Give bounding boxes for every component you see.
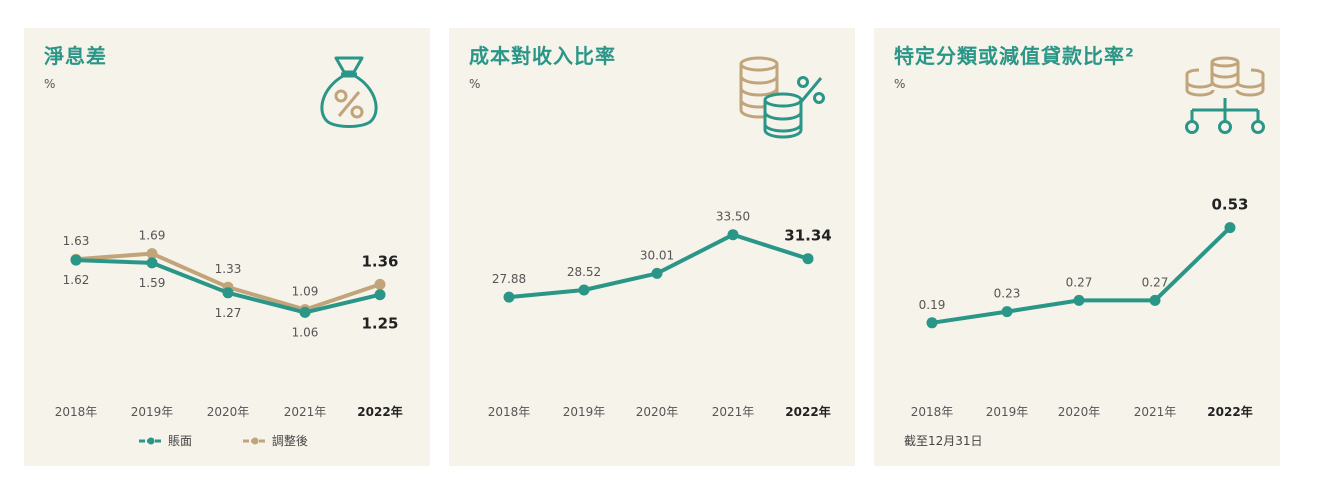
x-tick-label: 2021年 bbox=[712, 405, 755, 419]
data-point bbox=[222, 287, 234, 299]
nim-line-chart: 2018年 2019年 2020年 2021年 2022年 1.62 1.59 1.27 1.0… bbox=[55, 229, 403, 419]
data-label: 31.34 bbox=[784, 227, 831, 245]
x-tick-label: 2020年 bbox=[207, 405, 250, 419]
panel-title: 特定分類或減值貸款比率² bbox=[894, 44, 1135, 68]
x-tick-label: 2018年 bbox=[55, 405, 98, 419]
x-tick-label: 2022年 bbox=[785, 404, 830, 419]
data-point bbox=[651, 267, 663, 279]
data-label: 0.19 bbox=[919, 298, 946, 312]
x-tick-label: 2021年 bbox=[1134, 405, 1177, 419]
x-tick-label: 2018年 bbox=[488, 405, 531, 419]
x-tick-label: 2020年 bbox=[636, 405, 679, 419]
legend-label: 賬面 bbox=[168, 434, 193, 448]
legend-item-adjusted: 調整後 bbox=[242, 432, 308, 449]
legend: 賬面 調整後 bbox=[138, 432, 354, 449]
data-label: 1.27 bbox=[215, 306, 242, 320]
data-point bbox=[70, 254, 82, 266]
coin-stack-network-icon bbox=[1185, 56, 1265, 134]
x-tick-label: 2019年 bbox=[986, 405, 1029, 419]
legend-label: 調整後 bbox=[271, 434, 308, 448]
data-point bbox=[578, 284, 590, 296]
footnote: 截至12月31日 bbox=[904, 434, 983, 448]
panel-title: 淨息差 bbox=[44, 44, 107, 68]
x-tick-label: 2019年 bbox=[563, 405, 606, 419]
cost-income-line-chart: 2018年 2019年 2020年 2021年 2022年 27.88 28.52 30.01… bbox=[488, 210, 832, 419]
net-interest-margin-panel: 淨息差 % 2018年 2019年 2020年 2021年 2022年 1.62 1.59 1… bbox=[24, 28, 430, 466]
data-label: 1.59 bbox=[139, 276, 166, 290]
data-label: 1.25 bbox=[361, 315, 398, 333]
data-label: 1.69 bbox=[139, 229, 166, 243]
money-bag-percent-icon bbox=[320, 56, 378, 128]
data-label: 0.27 bbox=[1142, 275, 1169, 289]
x-tick-label: 2019年 bbox=[131, 405, 174, 419]
data-label: 1.62 bbox=[63, 273, 90, 287]
coin-stack-percent-icon bbox=[739, 56, 825, 139]
data-point bbox=[926, 317, 938, 329]
data-label: 1.36 bbox=[361, 252, 398, 270]
legend-item-reported: 賬面 bbox=[138, 432, 192, 449]
data-point bbox=[802, 253, 814, 265]
data-label: 1.06 bbox=[292, 325, 319, 339]
x-tick-label: 2020年 bbox=[1058, 405, 1101, 419]
x-tick-label: 2021年 bbox=[284, 405, 327, 419]
x-tick-label: 2022年 bbox=[357, 404, 402, 419]
data-point bbox=[727, 229, 739, 241]
data-label: 33.50 bbox=[716, 210, 750, 224]
data-point bbox=[1073, 294, 1085, 306]
data-label: 27.88 bbox=[492, 272, 526, 286]
teal-line-swatch-icon bbox=[139, 437, 163, 444]
data-point bbox=[503, 291, 515, 303]
impaired-loans-ratio-panel: 特定分類或減值貸款比率² % 2018年 2019年 2020年 2021年 2022年… bbox=[874, 28, 1280, 466]
data-point bbox=[1149, 294, 1161, 306]
series-line bbox=[508, 232, 809, 300]
data-label: 28.52 bbox=[567, 265, 601, 279]
impaired-loans-line-chart: 2018年 2019年 2020年 2021年 2022年 0.19 0.23 0.27 0.2… bbox=[911, 196, 1253, 419]
cost-income-ratio-panel: 成本對收入比率 % 2018年 2019年 2020年 2021年 2022年 27.88… bbox=[449, 28, 855, 466]
data-label: 1.63 bbox=[63, 234, 90, 248]
data-point bbox=[1224, 222, 1236, 234]
data-label: 0.23 bbox=[994, 287, 1021, 301]
data-point bbox=[374, 278, 386, 290]
x-tick-label: 2018年 bbox=[911, 405, 954, 419]
data-point bbox=[374, 289, 386, 301]
data-label: 1.33 bbox=[215, 262, 242, 276]
data-label: 1.09 bbox=[292, 285, 319, 299]
unit-label: % bbox=[44, 77, 56, 91]
x-tick-label: 2022年 bbox=[1207, 404, 1252, 419]
tan-line-swatch-icon bbox=[242, 437, 267, 444]
data-label: 0.53 bbox=[1211, 196, 1248, 214]
data-point bbox=[1001, 306, 1013, 318]
unit-label: % bbox=[469, 77, 481, 91]
data-label: 0.27 bbox=[1066, 275, 1093, 289]
data-point bbox=[299, 306, 311, 318]
panel-title: 成本對收入比率 bbox=[469, 44, 616, 68]
data-point bbox=[146, 257, 158, 269]
unit-label: % bbox=[894, 77, 906, 91]
data-point bbox=[146, 248, 158, 260]
data-label: 30.01 bbox=[640, 248, 674, 262]
